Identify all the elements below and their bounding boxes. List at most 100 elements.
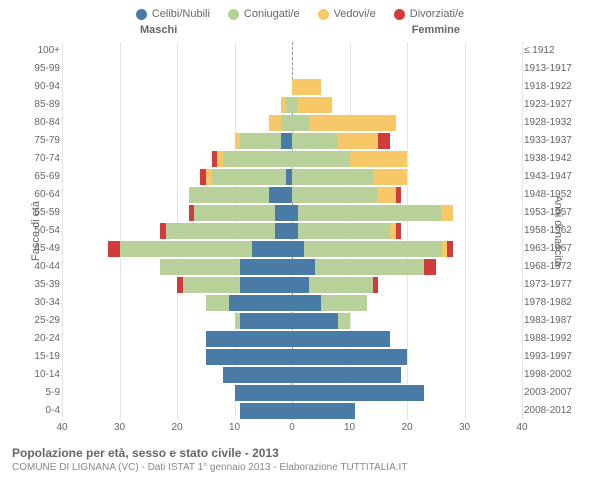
pyramid-row: 45-491963-1967 — [0, 240, 600, 258]
bar-seg-male — [275, 205, 292, 221]
x-tick: 10 — [229, 422, 240, 433]
legend-item: Coniugati/e — [228, 8, 300, 20]
age-label: 80-84 — [22, 114, 60, 132]
bar-seg-female — [298, 205, 442, 221]
bar-seg-male — [217, 151, 223, 167]
x-tick: 30 — [459, 422, 470, 433]
age-label: 75-79 — [22, 132, 60, 150]
birth-label: 1993-1997 — [524, 348, 578, 366]
bar-seg-female — [309, 115, 395, 131]
pyramid-row: 55-59 1953-1957 — [0, 204, 600, 222]
bar-container — [62, 205, 522, 221]
bar-seg-female — [292, 313, 338, 329]
birth-label: 1968-1972 — [524, 258, 578, 276]
age-label: 10-14 — [22, 366, 60, 384]
bar-seg-male — [206, 295, 229, 311]
pyramid-row: 50-541958-1962 — [0, 222, 600, 240]
age-label: 15-19 — [22, 348, 60, 366]
bar-seg-female — [298, 223, 390, 239]
bar-container — [62, 295, 522, 311]
bar-seg-male — [281, 97, 287, 113]
bar-seg-female — [292, 277, 309, 293]
bar-seg-female — [292, 349, 407, 365]
male-header: Maschi — [140, 24, 177, 36]
gender-headers: Maschi Femmine — [0, 24, 600, 40]
bar-seg-female — [292, 115, 309, 131]
bar-seg-female — [292, 331, 390, 347]
bar-seg-male — [160, 223, 166, 239]
birth-label: 1958-1962 — [524, 222, 578, 240]
bar-seg-male — [108, 241, 120, 257]
bar-container — [62, 259, 522, 275]
bar-seg-male — [252, 241, 292, 257]
bar-seg-female — [321, 295, 367, 311]
bar-seg-female — [447, 241, 453, 257]
bar-seg-female — [292, 241, 304, 257]
pyramid-row: 80-841928-1932 — [0, 114, 600, 132]
age-label: 55-59 — [22, 204, 60, 222]
bar-seg-male — [206, 349, 292, 365]
age-label: 35-39 — [22, 276, 60, 294]
pyramid-row: 25-291983-1987 — [0, 312, 600, 330]
pyramid-row: 30-341978-1982 — [0, 294, 600, 312]
birth-label: 1913-1917 — [524, 60, 578, 78]
birth-label: 2008-2012 — [524, 402, 578, 420]
population-pyramid: Fasce di età Anni di nascita 100+≤ 19129… — [0, 42, 600, 420]
x-tick: 0 — [289, 422, 295, 433]
pyramid-row: 5-92003-2007 — [0, 384, 600, 402]
bar-seg-male — [235, 385, 293, 401]
pyramid-row: 85-891923-1927 — [0, 96, 600, 114]
bar-container — [62, 367, 522, 383]
bar-seg-female — [292, 169, 373, 185]
pyramid-row: 10-141998-2002 — [0, 366, 600, 384]
bar-seg-male — [269, 187, 292, 203]
pyramid-row: 70-741938-1942 — [0, 150, 600, 168]
pyramid-row: 60-641948-1952 — [0, 186, 600, 204]
bar-seg-male — [240, 133, 280, 149]
footer-title: Popolazione per età, sesso e stato civil… — [12, 446, 588, 460]
bar-seg-female — [292, 295, 321, 311]
bar-container — [62, 277, 522, 293]
age-label: 85-89 — [22, 96, 60, 114]
bar-seg-male — [275, 223, 292, 239]
bar-seg-female — [292, 367, 401, 383]
bar-seg-male — [223, 367, 292, 383]
age-label: 20-24 — [22, 330, 60, 348]
bar-seg-male — [189, 187, 270, 203]
age-label: 45-49 — [22, 240, 60, 258]
birth-label: ≤ 1912 — [524, 42, 578, 60]
bar-seg-female — [373, 169, 408, 185]
bar-seg-female — [396, 223, 402, 239]
bar-seg-male — [120, 241, 252, 257]
bar-seg-male — [200, 169, 206, 185]
bar-seg-female — [338, 313, 350, 329]
bar-container — [62, 403, 522, 419]
birth-label: 1953-1957 — [524, 204, 578, 222]
bar-container — [62, 349, 522, 365]
x-tick: 30 — [114, 422, 125, 433]
bar-seg-male — [177, 277, 183, 293]
legend-item: Divorziati/e — [394, 8, 464, 20]
pyramid-row: 15-19 1993-1997 — [0, 348, 600, 366]
age-label: 100+ — [22, 42, 60, 60]
bar-seg-female — [304, 241, 442, 257]
bar-seg-male — [183, 277, 241, 293]
age-label: 40-44 — [22, 258, 60, 276]
pyramid-row: 35-391973-1977 — [0, 276, 600, 294]
legend-swatch — [318, 9, 329, 20]
bar-container — [62, 331, 522, 347]
legend-label: Celibi/Nubili — [152, 8, 210, 20]
bar-seg-male — [206, 169, 212, 185]
age-label: 60-64 — [22, 186, 60, 204]
pyramid-row: 90-941918-1922 — [0, 78, 600, 96]
legend-item: Celibi/Nubili — [136, 8, 210, 20]
bar-seg-female — [309, 277, 372, 293]
bar-container — [62, 187, 522, 203]
age-label: 5-9 — [22, 384, 60, 402]
bar-seg-male — [235, 133, 241, 149]
birth-label: 1938-1942 — [524, 150, 578, 168]
age-label: 65-69 — [22, 168, 60, 186]
bar-seg-male — [189, 205, 195, 221]
bar-container — [62, 385, 522, 401]
age-label: 90-94 — [22, 78, 60, 96]
